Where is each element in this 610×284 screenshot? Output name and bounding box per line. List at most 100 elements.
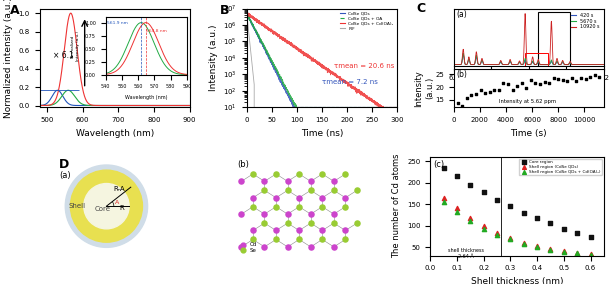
Shell region (CdSe QDs + Cd(OA)₂) <box>506 237 515 242</box>
Point <box>282 245 292 249</box>
Point <box>294 237 304 242</box>
Shell region (CdSe QDs) <box>559 248 569 253</box>
Point <box>549 76 559 80</box>
Point <box>526 78 536 82</box>
X-axis label: Time (ns): Time (ns) <box>301 129 343 138</box>
Text: A: A <box>115 200 119 205</box>
Point <box>260 179 270 184</box>
Core region <box>586 235 595 239</box>
Point <box>590 73 600 77</box>
Point <box>248 228 258 233</box>
Point <box>329 245 339 249</box>
Point <box>340 172 350 176</box>
Legend: Cd, Se: Cd, Se <box>238 242 257 253</box>
Point <box>271 237 281 242</box>
Point <box>329 179 339 184</box>
Point <box>581 77 590 82</box>
Point <box>476 88 486 93</box>
Shell region (CdSe QDs + Cd(OA)₂) <box>465 219 475 224</box>
Core region <box>506 204 515 208</box>
Shell region (CdSe QDs) <box>479 224 489 229</box>
Shell region (CdSe QDs) <box>452 206 462 211</box>
Point <box>340 237 350 242</box>
Point <box>306 188 315 193</box>
Point <box>271 228 281 233</box>
X-axis label: Time (s): Time (s) <box>511 129 547 138</box>
Y-axis label: Intensity
(a.u.): Intensity (a.u.) <box>414 70 434 107</box>
Text: (a): (a) <box>59 171 71 180</box>
X-axis label: Shell thickness (nm): Shell thickness (nm) <box>471 277 563 284</box>
Point <box>294 195 304 200</box>
Point <box>553 76 563 81</box>
Bar <box>538 12 570 66</box>
Point <box>340 195 350 200</box>
Point <box>517 81 526 85</box>
Point <box>271 172 281 176</box>
Point <box>540 80 550 84</box>
Point <box>237 179 246 184</box>
Point <box>248 204 258 209</box>
Point <box>480 91 490 95</box>
Point <box>317 204 327 209</box>
Text: (a): (a) <box>457 10 468 19</box>
Core region <box>545 221 555 226</box>
Point <box>306 221 315 225</box>
Core region <box>452 174 462 178</box>
Point <box>260 245 270 249</box>
Point <box>237 245 246 249</box>
Shell region (CdSe QDs + Cd(OA)₂) <box>479 227 489 231</box>
Point <box>306 212 315 216</box>
Point <box>485 90 495 95</box>
Point <box>329 221 339 225</box>
Point <box>489 88 499 92</box>
Point <box>567 76 577 81</box>
Text: τmean = 7.2 ns: τmean = 7.2 ns <box>322 79 378 85</box>
Text: τmean = 20.6 ns: τmean = 20.6 ns <box>334 63 394 69</box>
Core region <box>572 231 582 235</box>
Point <box>271 204 281 209</box>
Text: shell thickness
2.64 Å: shell thickness 2.64 Å <box>448 248 484 259</box>
Ellipse shape <box>84 183 129 229</box>
Y-axis label: The number of Cd atoms: The number of Cd atoms <box>392 154 401 258</box>
Text: × 6.1: × 6.1 <box>54 51 74 60</box>
Shell region (CdSe QDs) <box>586 252 595 256</box>
Legend: 420 s, 5670 s, 10920 s: 420 s, 5670 s, 10920 s <box>569 11 601 31</box>
Text: B: B <box>220 4 229 16</box>
X-axis label: Wavelength (nm): Wavelength (nm) <box>76 129 154 138</box>
Point <box>562 79 572 83</box>
Point <box>352 221 362 225</box>
Shell region (CdSe QDs + Cd(OA)₂) <box>452 210 462 214</box>
Shell region (CdSe QDs) <box>465 216 475 220</box>
Point <box>558 78 568 83</box>
Text: Core: Core <box>95 206 110 212</box>
Point <box>260 221 270 225</box>
Point <box>317 172 327 176</box>
Legend: CdSe QDs, CdSe QDs + OA, CdSe QDs + Cd(OA)₂, IRF: CdSe QDs, CdSe QDs + OA, CdSe QDs + Cd(O… <box>339 11 395 32</box>
Text: Shell: Shell <box>68 203 85 209</box>
Point <box>282 179 292 184</box>
Shell region (CdSe QDs) <box>492 231 502 235</box>
Point <box>260 212 270 216</box>
Shell region (CdSe QDs + Cd(OA)₂) <box>533 245 542 249</box>
Point <box>572 79 581 83</box>
Point <box>248 237 258 242</box>
Point <box>586 74 595 79</box>
Shell region (CdSe QDs) <box>533 244 542 248</box>
Point <box>595 75 605 80</box>
Shell region (CdSe QDs + Cd(OA)₂) <box>439 200 448 204</box>
Y-axis label: Normalized intensity (a.u.): Normalized intensity (a.u.) <box>4 0 13 118</box>
Point <box>576 75 586 80</box>
Text: R-A: R-A <box>114 185 126 191</box>
Text: D: D <box>59 158 70 171</box>
Point <box>512 83 522 88</box>
Point <box>248 195 258 200</box>
Shell region (CdSe QDs) <box>506 236 515 241</box>
Core region <box>479 190 489 194</box>
Text: R: R <box>120 205 124 211</box>
Bar <box>525 53 548 66</box>
Ellipse shape <box>70 170 143 242</box>
Core region <box>465 182 475 187</box>
Point <box>458 104 467 108</box>
Shell region (CdSe QDs) <box>545 247 555 251</box>
Shell region (CdSe QDs + Cd(OA)₂) <box>519 241 529 246</box>
